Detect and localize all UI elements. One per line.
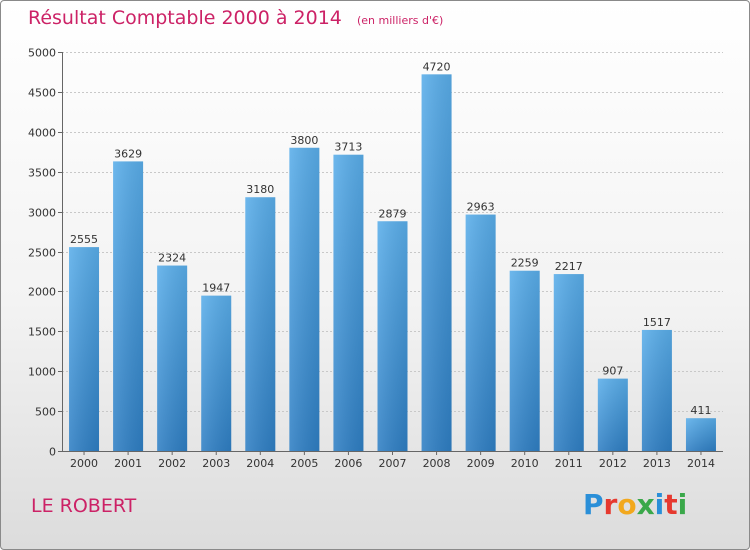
bar-shade <box>157 265 188 451</box>
chart-subtitle: (en milliers d'€) <box>356 14 444 27</box>
logo-letter: x <box>636 488 655 521</box>
y-tick-label: 0 <box>49 446 56 459</box>
bar-shade <box>289 147 320 451</box>
bar-layer <box>69 74 716 452</box>
data-label: 2963 <box>467 201 495 214</box>
logo-letter: o <box>617 488 637 521</box>
logo-letter: t <box>664 488 678 521</box>
x-tick-label: 2004 <box>246 457 274 470</box>
data-label: 1517 <box>643 316 671 329</box>
y-tick-label: 5000 <box>28 47 56 60</box>
x-tick-label: 2003 <box>202 457 230 470</box>
data-label: 2555 <box>70 233 98 246</box>
bar-shade <box>685 418 716 451</box>
bar-shade <box>597 378 628 451</box>
bar-shade <box>333 154 364 451</box>
x-tick-label: 2007 <box>379 457 407 470</box>
y-tick-label: 1000 <box>28 366 56 379</box>
bar-shade <box>377 221 408 451</box>
data-label: 411 <box>690 404 711 417</box>
y-tick-label: 3000 <box>28 207 56 220</box>
x-tick-label: 2012 <box>599 457 627 470</box>
x-tick-label: 2005 <box>290 457 318 470</box>
proxiti-logo[interactable]: Proxiti <box>583 488 687 521</box>
x-tick-label: 2001 <box>114 457 142 470</box>
y-tick-label: 2500 <box>28 247 56 260</box>
data-label: 3800 <box>290 134 318 147</box>
data-label: 2879 <box>379 207 407 220</box>
x-tick-label: 2009 <box>467 457 495 470</box>
axis-layer: 0 500 1000 1500 2000 2500 3000 3500 4000 4500 5000 <box>28 47 723 459</box>
x-tick-label: 2014 <box>687 457 715 470</box>
data-label: 3629 <box>114 147 142 160</box>
x-tick-label: 2006 <box>334 457 362 470</box>
data-label: 2259 <box>511 257 539 270</box>
y-tick-label: 2000 <box>28 286 56 299</box>
y-tick-label: 3500 <box>28 167 56 180</box>
data-label: 1947 <box>202 282 230 295</box>
y-tick-label: 500 <box>35 406 56 419</box>
y-tick-label: 1500 <box>28 326 56 339</box>
x-tick-label: 2013 <box>643 457 671 470</box>
bar-shade <box>201 295 232 451</box>
x-tick-label: 2011 <box>555 457 583 470</box>
bar-shade <box>421 74 452 452</box>
title-block: Résultat Comptable 2000 à 2014 (en milli… <box>28 7 443 29</box>
data-label: 2217 <box>555 260 583 273</box>
y-tick-label: 4000 <box>28 127 56 140</box>
bar-shade <box>245 197 276 451</box>
bar-shade <box>641 329 672 451</box>
logo-letter: r <box>603 488 618 521</box>
data-label: 4720 <box>423 60 451 73</box>
data-label: 907 <box>602 365 623 378</box>
logo-letter: i <box>677 488 688 521</box>
bar-shade <box>69 247 100 451</box>
data-label: 2324 <box>158 252 186 265</box>
logo-letter: i <box>654 488 665 521</box>
data-label: 3180 <box>246 183 274 196</box>
x-tick-label: 2002 <box>158 457 186 470</box>
commune-name: LE ROBERT <box>31 495 137 517</box>
data-label: 3713 <box>334 141 362 154</box>
x-tick-label: 2008 <box>423 457 451 470</box>
bar-shade <box>509 270 540 451</box>
bar-shade <box>465 214 496 451</box>
x-tick-label: 2000 <box>70 457 98 470</box>
bar-shade <box>553 274 584 451</box>
bar-shade <box>113 161 144 451</box>
label-layer: 2555 2000 3629 2001 2324 2002 1947 2003 3180 2004… <box>70 60 715 470</box>
chart-title: Résultat Comptable 2000 à 2014 <box>28 7 342 29</box>
y-tick-label: 4500 <box>28 87 56 100</box>
x-tick-label: 2010 <box>511 457 539 470</box>
logo-letter: P <box>583 488 604 521</box>
